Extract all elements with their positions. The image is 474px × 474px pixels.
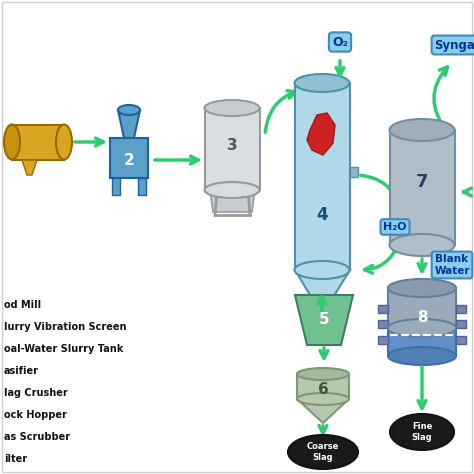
FancyArrowPatch shape: [434, 67, 448, 133]
Polygon shape: [307, 113, 335, 155]
Text: od Mill: od Mill: [4, 300, 41, 310]
Text: asifier: asifier: [4, 366, 39, 376]
Ellipse shape: [118, 105, 140, 115]
Ellipse shape: [204, 100, 259, 116]
Bar: [456, 320, 466, 328]
Text: oal-Water Slurry Tank: oal-Water Slurry Tank: [4, 344, 123, 354]
Text: 6: 6: [318, 383, 328, 398]
Text: Blank
Water: Blank Water: [434, 254, 470, 276]
Bar: [297, 374, 349, 399]
Ellipse shape: [390, 414, 454, 450]
Ellipse shape: [297, 368, 349, 380]
Text: 3: 3: [227, 137, 237, 153]
Text: Synga: Synga: [435, 38, 474, 52]
Text: O₂: O₂: [332, 36, 348, 48]
Text: as Scrubber: as Scrubber: [4, 432, 70, 442]
Bar: [378, 336, 388, 344]
Bar: [456, 305, 466, 313]
Polygon shape: [297, 399, 349, 423]
FancyArrowPatch shape: [365, 243, 399, 273]
Ellipse shape: [388, 347, 456, 365]
Bar: [378, 305, 388, 313]
Text: 8: 8: [417, 310, 428, 326]
Bar: [295, 83, 350, 270]
Text: lag Crusher: lag Crusher: [4, 388, 68, 398]
Polygon shape: [118, 110, 140, 138]
Ellipse shape: [4, 125, 20, 159]
Ellipse shape: [56, 125, 72, 159]
Ellipse shape: [388, 279, 456, 297]
Text: 4: 4: [316, 206, 328, 224]
Bar: [388, 288, 456, 328]
Bar: [388, 328, 456, 356]
Bar: [12, 125, 64, 160]
Ellipse shape: [294, 261, 349, 279]
Ellipse shape: [204, 182, 259, 198]
Polygon shape: [210, 190, 255, 212]
Bar: [378, 320, 388, 328]
Ellipse shape: [297, 393, 349, 405]
Text: lurry Vibration Screen: lurry Vibration Screen: [4, 322, 127, 332]
Ellipse shape: [390, 119, 455, 141]
FancyArrowPatch shape: [361, 175, 400, 204]
Bar: [110, 138, 148, 178]
Polygon shape: [138, 178, 146, 195]
Bar: [350, 167, 358, 177]
Bar: [205, 108, 260, 190]
Polygon shape: [295, 295, 353, 345]
Ellipse shape: [388, 319, 456, 337]
Polygon shape: [112, 178, 120, 195]
Bar: [456, 336, 466, 344]
Text: 7: 7: [416, 173, 428, 191]
Text: 5: 5: [319, 312, 329, 328]
Polygon shape: [22, 160, 37, 175]
Bar: [390, 130, 455, 245]
Text: Coarse
Slag: Coarse Slag: [307, 442, 339, 462]
Text: Fine
Slag: Fine Slag: [412, 422, 432, 442]
FancyArrowPatch shape: [265, 91, 296, 132]
Ellipse shape: [288, 435, 358, 469]
Text: H₂O: H₂O: [383, 222, 407, 232]
Ellipse shape: [390, 234, 455, 256]
Text: ilter: ilter: [4, 454, 27, 464]
Text: 2: 2: [124, 153, 134, 167]
Polygon shape: [295, 270, 350, 315]
Text: ock Hopper: ock Hopper: [4, 410, 67, 420]
Ellipse shape: [294, 74, 349, 92]
